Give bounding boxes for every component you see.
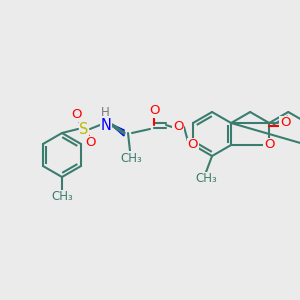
Text: O: O <box>264 139 274 152</box>
Text: O: O <box>71 109 81 122</box>
Text: CH₃: CH₃ <box>195 172 217 185</box>
Polygon shape <box>112 124 124 136</box>
Text: O: O <box>188 139 198 152</box>
Text: S: S <box>79 122 89 136</box>
Text: CH₃: CH₃ <box>51 190 73 203</box>
Text: O: O <box>86 136 96 149</box>
Text: H: H <box>100 106 109 119</box>
Text: O: O <box>173 121 183 134</box>
Text: O: O <box>149 104 159 118</box>
Text: N: N <box>100 118 111 133</box>
Text: O: O <box>280 116 290 130</box>
Text: CH₃: CH₃ <box>120 152 142 164</box>
